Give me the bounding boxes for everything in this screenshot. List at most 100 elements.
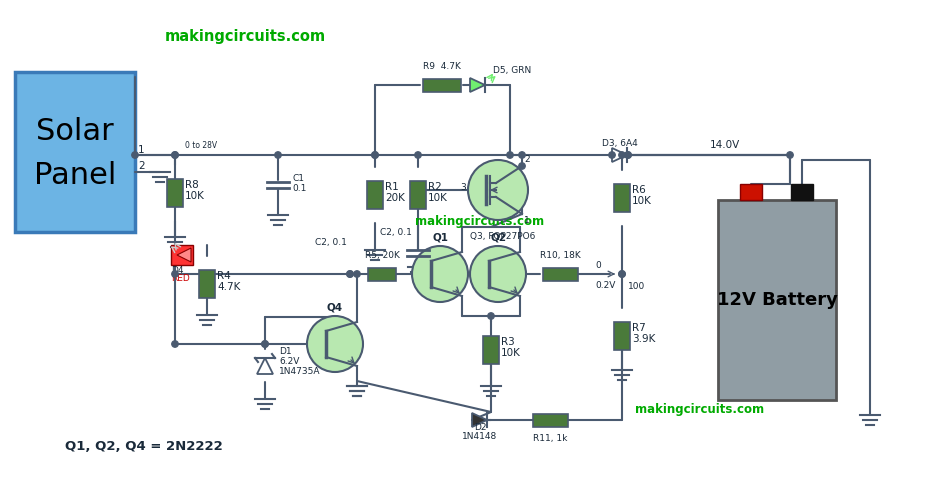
Text: Q3, FQP27PO6: Q3, FQP27PO6 <box>470 232 536 241</box>
Polygon shape <box>612 148 627 162</box>
Text: D4: D4 <box>171 266 183 275</box>
Circle shape <box>470 246 526 302</box>
Text: makingcircuits.com: makingcircuits.com <box>165 30 326 44</box>
Text: 10K: 10K <box>501 348 521 358</box>
Bar <box>542 268 578 280</box>
Text: 1: 1 <box>138 145 145 155</box>
Bar <box>171 245 193 265</box>
Text: 14.0V: 14.0V <box>710 140 740 150</box>
Text: C2, 0.1: C2, 0.1 <box>380 228 412 237</box>
Text: 3: 3 <box>460 184 466 192</box>
Circle shape <box>353 271 360 277</box>
Polygon shape <box>472 413 487 427</box>
Circle shape <box>172 271 179 277</box>
Text: Q2: Q2 <box>490 232 506 242</box>
Bar <box>483 336 499 364</box>
Circle shape <box>372 152 379 158</box>
Text: 6.2V: 6.2V <box>279 357 299 366</box>
Text: R6: R6 <box>632 185 645 195</box>
Polygon shape <box>470 78 485 92</box>
Bar <box>614 184 630 212</box>
Text: 10K: 10K <box>185 191 205 201</box>
Text: 1N4148: 1N4148 <box>462 432 498 441</box>
Circle shape <box>262 341 268 347</box>
Circle shape <box>625 152 631 158</box>
Text: R11, 1k: R11, 1k <box>533 434 567 443</box>
Bar <box>614 322 630 350</box>
Circle shape <box>412 246 468 302</box>
Text: R10, 18K: R10, 18K <box>539 251 580 260</box>
Circle shape <box>625 152 631 158</box>
Text: R7: R7 <box>632 323 645 333</box>
Circle shape <box>519 152 525 158</box>
Text: Q4: Q4 <box>327 302 343 312</box>
Text: 2: 2 <box>138 161 145 171</box>
Circle shape <box>787 152 793 158</box>
Text: 0.1: 0.1 <box>292 184 306 193</box>
Text: D5, GRN: D5, GRN <box>493 66 531 75</box>
Text: 1: 1 <box>524 216 530 225</box>
Bar <box>740 184 762 200</box>
Circle shape <box>347 271 353 277</box>
Text: R1: R1 <box>385 182 399 192</box>
Text: 0 to 28V: 0 to 28V <box>185 141 217 150</box>
Text: 0.2V: 0.2V <box>595 281 616 290</box>
Text: Solar: Solar <box>36 117 113 146</box>
Text: Q1, Q2, Q4 = 2N2222: Q1, Q2, Q4 = 2N2222 <box>65 440 223 454</box>
Text: 4.7K: 4.7K <box>217 282 240 292</box>
Circle shape <box>132 152 139 158</box>
Text: 10K: 10K <box>428 193 448 203</box>
Bar <box>199 270 215 298</box>
Text: 10K: 10K <box>632 196 652 206</box>
Bar <box>367 181 383 209</box>
Text: C2, 0.1: C2, 0.1 <box>315 238 347 247</box>
Text: 2: 2 <box>524 155 529 164</box>
Bar <box>718 200 836 400</box>
Text: 3.9K: 3.9K <box>632 334 656 344</box>
Circle shape <box>415 152 421 158</box>
Circle shape <box>347 271 353 277</box>
Text: 100: 100 <box>628 282 645 291</box>
Text: D2: D2 <box>473 423 486 432</box>
Text: C1: C1 <box>292 174 304 183</box>
Text: R8: R8 <box>185 180 199 190</box>
Text: RED: RED <box>171 274 190 283</box>
Circle shape <box>172 152 179 158</box>
Text: 12V Battery: 12V Battery <box>716 291 837 309</box>
Text: R4: R4 <box>217 271 231 281</box>
Bar <box>423 79 461 92</box>
Bar <box>368 268 396 280</box>
Bar <box>410 181 426 209</box>
Circle shape <box>618 271 625 277</box>
Text: D3, 6A4: D3, 6A4 <box>602 139 638 148</box>
Circle shape <box>307 316 363 372</box>
Text: D1: D1 <box>279 347 292 356</box>
Text: Panel: Panel <box>33 161 116 190</box>
Circle shape <box>488 313 494 319</box>
Bar <box>167 179 183 207</box>
Circle shape <box>274 152 281 158</box>
Text: R3: R3 <box>501 337 514 347</box>
Text: 20K: 20K <box>385 193 405 203</box>
Text: makingcircuits.com: makingcircuits.com <box>635 403 764 417</box>
Circle shape <box>618 271 625 277</box>
Text: R2: R2 <box>428 182 442 192</box>
Circle shape <box>262 341 268 347</box>
Bar <box>533 413 567 427</box>
Polygon shape <box>257 358 273 374</box>
Bar <box>791 184 813 200</box>
Text: R9  4.7K: R9 4.7K <box>423 62 461 71</box>
Circle shape <box>372 152 379 158</box>
Circle shape <box>519 163 525 169</box>
FancyBboxPatch shape <box>15 72 135 232</box>
Text: 1N4735A: 1N4735A <box>279 367 321 376</box>
Text: 0: 0 <box>595 261 601 270</box>
Circle shape <box>172 152 179 158</box>
Circle shape <box>468 160 528 220</box>
Text: Q1: Q1 <box>432 232 448 242</box>
Text: R5, 20K: R5, 20K <box>365 251 400 260</box>
Polygon shape <box>177 248 191 262</box>
Text: makingcircuits.com: makingcircuits.com <box>416 215 545 228</box>
Circle shape <box>618 152 625 158</box>
Circle shape <box>609 152 616 158</box>
